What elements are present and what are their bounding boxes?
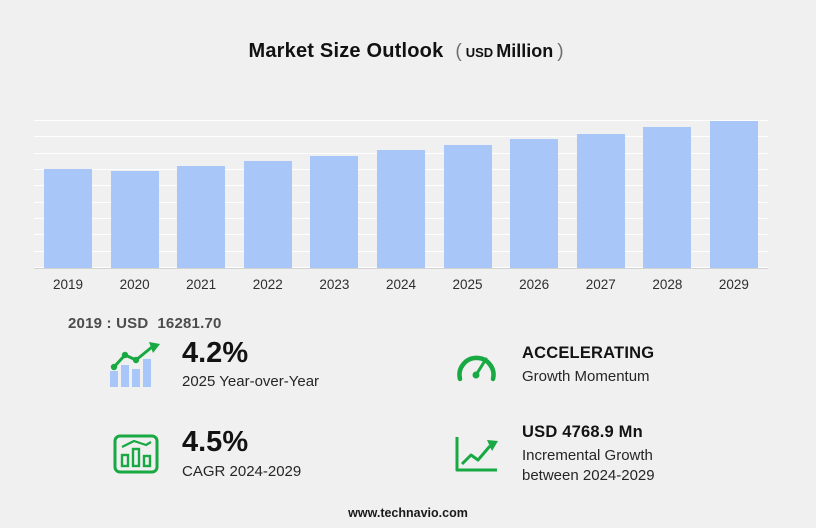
yoy-label: 2025 Year-over-Year [182,373,320,391]
x-tick-label: 2025 [452,277,483,292]
base-year-label: 2019 : USD [68,315,149,332]
cagr-value: 4.5% [182,426,249,459]
bar-2019 [44,169,92,268]
bar-2026 [510,139,559,268]
title-paren-open: ( [455,41,462,62]
bar-2029 [709,121,758,268]
stat-momentum-text: ACCELERATING Growth Momentum [522,344,654,387]
base-year-annotation: 2019 : USD 16281.70 [68,315,222,332]
gridline [34,120,768,121]
x-tick-label: 2027 [585,277,616,292]
base-year-value: 16281.70 [157,315,222,332]
chart-title: Market Size Outlook (USD Million) [0,40,816,63]
bar-2025 [443,145,492,268]
bar-2024 [376,150,425,268]
bar-2022 [243,161,292,268]
x-axis-line [34,268,768,269]
bar-2021 [177,166,226,268]
stat-yoy-text: 4.2% 2025 Year-over-Year [182,338,319,393]
x-axis-labels: 2019 2020 2021 2022 2023 2024 2025 2026 2027 2028… [44,277,758,292]
bar-2023 [310,156,359,268]
bar-2020 [110,171,159,268]
yoy-bars-icon [106,341,166,389]
title-unit: Million [496,41,554,61]
gridline [34,136,768,137]
momentum-label: Growth Momentum [522,367,650,385]
x-tick-label: 2021 [186,277,217,292]
incremental-value: USD 4768.9 Mn [522,422,643,441]
cagr-label: CAGR 2024-2029 [182,462,302,480]
stat-cagr: 4.5% CAGR 2024-2029 [106,423,446,486]
growth-arrow-icon [446,434,506,474]
bar-chart [34,120,768,269]
x-tick-label: 2022 [252,277,283,292]
cagr-chart-icon [106,433,166,475]
title-currency: USD [465,45,494,60]
x-tick-label: 2026 [519,277,550,292]
stat-incremental: USD 4768.9 Mn Incremental Growth between… [446,423,726,486]
stat-momentum: ACCELERATING Growth Momentum [446,338,726,393]
x-tick-label: 2029 [718,277,749,292]
momentum-value: ACCELERATING [522,343,655,362]
speedometer-icon [446,346,506,384]
footer-url: www.technavio.com [348,506,468,520]
x-tick-label: 2019 [52,277,84,292]
stats-grid: 4.2% 2025 Year-over-Year ACCELERATING Gr… [106,338,726,486]
x-tick-label: 2023 [319,277,350,292]
stat-yoy: 4.2% 2025 Year-over-Year [106,338,446,393]
stat-incremental-text: USD 4768.9 Mn Incremental Growth between… [522,423,690,486]
yoy-value: 4.2% [182,337,249,369]
x-tick-label: 2024 [385,277,416,292]
incremental-label: Incremental Growth between 2024-2029 [522,446,655,484]
bars-row [44,120,758,268]
x-tick-label: 2028 [652,277,683,292]
title-main: Market Size Outlook [248,40,444,62]
x-tick-label: 2020 [119,277,150,292]
stat-cagr-text: 4.5% CAGR 2024-2029 [182,427,301,482]
bar-2028 [643,127,692,268]
bar-2027 [576,134,625,268]
title-paren-close: ) [557,41,564,62]
